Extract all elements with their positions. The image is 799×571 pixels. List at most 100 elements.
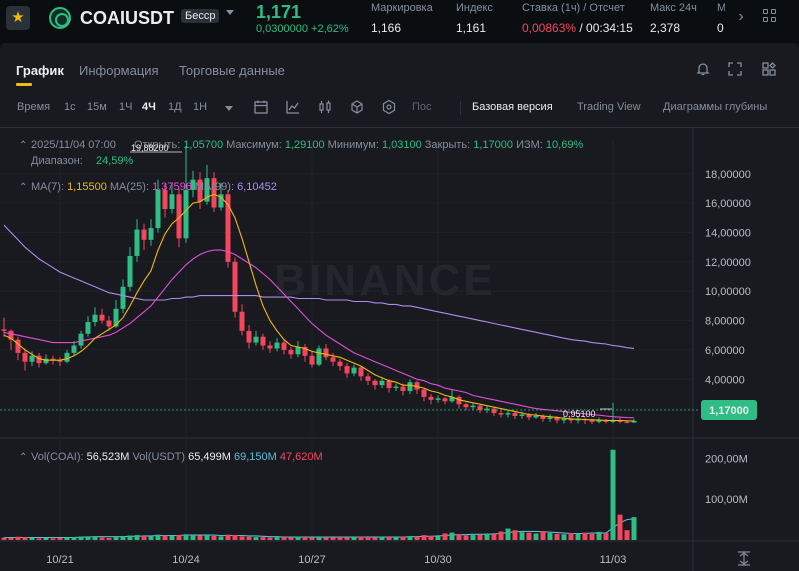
candle xyxy=(106,316,112,331)
candle xyxy=(8,329,14,350)
volume-value: 56,523M xyxy=(87,451,130,463)
layout-icon[interactable] xyxy=(761,61,777,77)
volume-bar xyxy=(106,537,112,540)
volume-value: 47,620M xyxy=(280,451,323,463)
volume-bar xyxy=(512,530,518,540)
candle xyxy=(302,344,308,362)
version-tradingview[interactable]: Trading View xyxy=(577,101,641,113)
chevron-right-icon[interactable]: › xyxy=(738,8,744,25)
candle xyxy=(64,349,70,364)
version-depth[interactable]: Диаграммы глубины xyxy=(663,101,768,113)
ohlc-label: Открыть: xyxy=(134,139,183,151)
settings-icon[interactable] xyxy=(381,99,397,115)
candle xyxy=(183,145,189,243)
candle-body xyxy=(379,380,385,386)
volume-bar xyxy=(344,537,350,540)
candle-body xyxy=(365,376,371,381)
volume-bar xyxy=(414,536,420,540)
volume-bar xyxy=(533,533,539,540)
candle-body xyxy=(589,420,595,422)
candle xyxy=(295,341,301,358)
candle-body xyxy=(603,420,609,422)
ohlc-label: Закрыть: xyxy=(422,139,474,151)
candle-body xyxy=(22,352,28,362)
volume-tick-label: 100,00M xyxy=(705,494,748,506)
candle xyxy=(372,379,378,390)
interval-1s[interactable]: 1с xyxy=(64,101,76,113)
mark-price-label: Маркировка xyxy=(371,2,433,14)
candle xyxy=(428,393,434,405)
indicators-icon[interactable] xyxy=(285,99,301,115)
candle-body xyxy=(64,352,70,362)
chart-toolbar: Время 1с 15м 1Ч 4Ч 1Д 1Н Пос Базовая xyxy=(0,95,799,121)
candle-body xyxy=(183,189,189,239)
candle xyxy=(148,219,154,246)
volume-bar xyxy=(575,533,581,540)
candle-body xyxy=(547,417,553,419)
price-chart[interactable]: BINANCE 18,00000 16,00000 14,00000 12,00000… xyxy=(0,128,799,571)
ohlc-value: 10,69% xyxy=(546,139,584,151)
tab-info[interactable]: Информация xyxy=(79,63,159,78)
volume-bar xyxy=(57,537,63,540)
candle-body xyxy=(218,194,224,208)
favorite-star-icon[interactable]: ★ xyxy=(6,6,30,30)
legend-collapse-icon: ⌃ xyxy=(19,140,27,151)
time-tick-label: 11/03 xyxy=(600,554,627,566)
candle-body xyxy=(36,355,42,364)
candle xyxy=(267,341,273,353)
volume-value: 65,499M xyxy=(188,451,231,463)
interval-1d[interactable]: 1Д xyxy=(168,101,182,113)
volume-bar xyxy=(554,533,560,540)
interval-15m[interactable]: 15м xyxy=(87,101,107,113)
expand-icon[interactable] xyxy=(727,61,743,77)
volume-bar xyxy=(127,535,133,540)
range-label: Диапазон: xyxy=(31,155,83,167)
candle-body xyxy=(470,405,476,408)
candle xyxy=(99,308,105,324)
version-basic[interactable]: Базовая версия xyxy=(472,101,553,113)
candle-body xyxy=(99,314,105,321)
candle-body xyxy=(92,314,98,323)
candle-body xyxy=(197,179,203,202)
chevron-down-icon[interactable] xyxy=(226,10,234,15)
candle-body xyxy=(316,348,322,365)
volume-bar xyxy=(113,537,119,540)
candle-type-icon[interactable] xyxy=(317,99,333,115)
volume-bar xyxy=(218,536,224,540)
candle-body xyxy=(57,360,63,362)
candle xyxy=(134,219,140,262)
candle-body xyxy=(50,358,56,361)
volume-bar xyxy=(148,536,154,540)
candle xyxy=(316,345,322,367)
candle xyxy=(169,182,175,214)
calendar-icon[interactable] xyxy=(253,99,269,115)
candle xyxy=(155,179,161,233)
interval-1h[interactable]: 1Ч xyxy=(119,101,133,113)
volume-bar xyxy=(281,537,287,540)
interval-4h[interactable]: 4Ч xyxy=(142,101,156,113)
volume-bar xyxy=(141,535,147,540)
price-tick-label: 6,00000 xyxy=(705,345,745,357)
truncated-toolbar-label[interactable]: Пос xyxy=(412,101,432,113)
interval-1w[interactable]: 1Н xyxy=(193,101,208,113)
price-tick-label: 8,00000 xyxy=(705,316,745,328)
volume-bar xyxy=(428,535,434,540)
candle-body xyxy=(344,366,350,374)
vol-collapse-icon: ⌃ xyxy=(19,452,27,463)
price-tick-label: 16,00000 xyxy=(705,198,751,210)
candle-body xyxy=(330,357,336,362)
ma-label: MA(25): xyxy=(107,181,152,193)
volume-bar xyxy=(246,536,252,540)
tab-chart[interactable]: График xyxy=(16,63,64,78)
volume-bar xyxy=(386,537,392,540)
symbol-name[interactable]: COAIUSDT xyxy=(80,8,174,28)
interval-dropdown-icon[interactable] xyxy=(225,106,233,111)
ohlc-values: Открыть: 1,05700 Максимум: 1,29100 Миним… xyxy=(134,139,583,151)
tab-trading-data[interactable]: Торговые данные xyxy=(179,63,285,78)
layout-grid-icon[interactable] xyxy=(763,9,777,23)
ohlc-value: 1,17000 xyxy=(473,139,513,151)
bell-icon[interactable] xyxy=(695,61,711,77)
tools-icon[interactable] xyxy=(349,99,365,115)
candle xyxy=(204,164,210,205)
candle-body xyxy=(512,413,518,416)
